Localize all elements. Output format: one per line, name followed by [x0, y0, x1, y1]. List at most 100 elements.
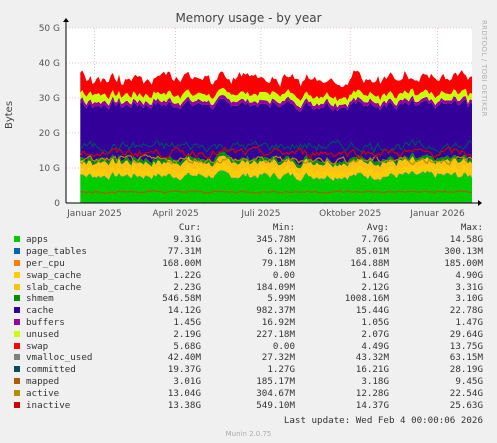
axis-layer: 0 10 G 20 G 30 G 40 G 50 G Januar 2025 April 20…: [39, 18, 482, 219]
x-tick-label: Juli 2025: [240, 209, 280, 219]
x-tick-label: April 2025: [152, 209, 198, 219]
chart-title: Memory usage - by year: [175, 11, 322, 25]
legend-max: 1.47G: [455, 316, 483, 328]
x-tick-label: Januar 2025: [66, 209, 122, 219]
area-buffers: [80, 95, 473, 112]
legend-cur: 5.68G: [173, 340, 201, 352]
legend-min: 27.32M: [261, 352, 295, 364]
legend-cur: 546.58M: [162, 293, 201, 305]
legend-row: swap 5.68G 0.00 4.49G 13.75G: [0, 341, 497, 353]
area-swap-cache: [80, 163, 473, 181]
legend-cur: 168.00M: [162, 257, 201, 269]
legend-header-cur: Cur:: [178, 222, 201, 233]
legend-min: 1.27G: [267, 364, 295, 376]
x-tick-label: Oktober 2025: [319, 209, 381, 219]
line-committed: [79, 139, 473, 154]
line-inactive: [79, 145, 473, 160]
legend-cur: 2.19G: [173, 328, 201, 340]
legend-max: 3.10G: [455, 293, 483, 305]
legend-max: 25.63G: [449, 399, 483, 411]
legend-cur: 77.31M: [167, 246, 201, 258]
legend-header: Cur: Min: Avg: Max:: [0, 222, 497, 234]
legend-min: 982.37M: [256, 305, 295, 317]
legend-min: 304.67M: [256, 387, 295, 399]
legend-name: swap_cache: [26, 269, 82, 281]
legend-row: active 13.04G 304.67M 12.28G 22.54G: [0, 388, 497, 400]
legend-swatch: [14, 236, 20, 243]
legend-row: inactive 13.38G 549.10M 14.37G 25.63G: [0, 400, 497, 412]
legend-avg: 15.44G: [355, 305, 389, 317]
legend-row: swap_cache 1.22G 0.00 1.64G 4.90G: [0, 270, 497, 282]
legend-name: apps: [26, 234, 49, 246]
y-axis-label: Bytes: [4, 101, 15, 129]
legend-swatch: [14, 401, 20, 408]
legend-min: 79.18M: [261, 257, 295, 269]
legend-name: committed: [26, 364, 76, 376]
legend-name: active: [26, 387, 60, 399]
y-tick-label: 50 G: [39, 24, 60, 34]
legend-swatch: [14, 366, 20, 373]
legend-avg: 7.76G: [361, 234, 389, 246]
legend-avg: 43.32M: [355, 352, 389, 364]
legend-row: committed 19.37G 1.27G 16.21G 28.19G: [0, 364, 497, 376]
legend-name: mapped: [26, 375, 60, 387]
legend-max: 300.13M: [444, 246, 483, 258]
legend-swatch: [14, 259, 20, 266]
rrdtool-credit: RRDTOOL / TOBI OETIKER: [480, 20, 488, 117]
legend-avg: 16.21G: [355, 364, 389, 376]
legend-cur: 42.40M: [167, 352, 201, 364]
legend-min: 16.92M: [261, 316, 295, 328]
legend-row: per_cpu 168.00M 79.18M 164.88M 185.00M: [0, 258, 497, 270]
legend-cur: 3.01G: [173, 375, 201, 387]
legend-header-min: Min:: [272, 222, 295, 233]
legend-avg: 12.28G: [355, 387, 389, 399]
area-slab-cache: [80, 155, 473, 176]
y-tick-label: 20 G: [39, 129, 60, 139]
legend-cur: 9.31G: [173, 234, 201, 246]
legend-swatch: [14, 248, 20, 255]
legend-name: swap: [26, 340, 49, 352]
y-axis-arrow: [63, 18, 69, 22]
legend-cur: 13.04G: [167, 387, 201, 399]
legend-name: cache: [26, 305, 54, 317]
legend-max: 28.19G: [449, 364, 483, 376]
legend-min: 0.00: [272, 269, 295, 281]
legend-swatch: [14, 307, 20, 314]
legend-min: 6.12M: [267, 246, 295, 258]
legend-row: page_tables 77.31M 6.12M 85.01M 300.13M: [0, 246, 497, 258]
area-per-cpu: [80, 169, 473, 182]
legend-name: slab_cache: [26, 281, 82, 293]
legend-avg: 1.64G: [361, 269, 389, 281]
legend-row: vmalloc_used 42.40M 27.32M 43.32M 63.15M: [0, 352, 497, 364]
y-tick-label: 30 G: [39, 94, 60, 104]
legend-name: buffers: [26, 316, 65, 328]
legend-name: page_tables: [26, 246, 87, 258]
legend-avg: 2.07G: [361, 328, 389, 340]
legend-row: slab_cache 2.23G 184.09M 2.12G 3.31G: [0, 282, 497, 294]
line-active: [79, 154, 473, 166]
legend-name: vmalloc_used: [26, 352, 93, 364]
legend-min: 549.10M: [256, 399, 295, 411]
area-shmem: [80, 151, 473, 169]
legend-min: 227.18M: [256, 328, 295, 340]
legend-swatch: [14, 295, 20, 302]
legend-cur: 1.22G: [173, 269, 201, 281]
legend-header-max: Max:: [460, 222, 483, 233]
legend-swatch: [14, 271, 20, 278]
legend-name: inactive: [26, 399, 71, 411]
legend-avg: 1.05G: [361, 316, 389, 328]
x-tick-label: Januar 2026: [409, 209, 465, 219]
area-page-tables: [80, 170, 473, 182]
legend-name: unused: [26, 328, 60, 340]
legend-min: 5.99M: [267, 293, 295, 305]
legend-cur: 14.12G: [167, 305, 201, 317]
area-layer: [80, 70, 473, 203]
legend-max: 3.31G: [455, 281, 483, 293]
legend-max: 22.54G: [449, 387, 483, 399]
legend-swatch: [14, 377, 20, 384]
legend-swatch: [14, 354, 20, 361]
area-apps: [80, 170, 473, 203]
munin-version: Munin 2.0.75: [225, 430, 272, 438]
legend-swatch: [14, 389, 20, 396]
